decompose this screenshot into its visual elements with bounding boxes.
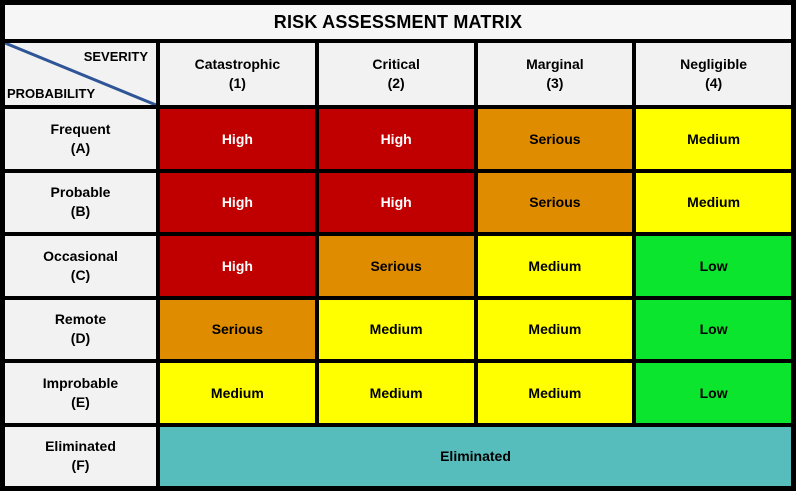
row-label-frequent: Frequent (A) xyxy=(5,109,156,169)
risk-cell-b2: Serious xyxy=(477,172,633,232)
risk-cell-b0: High xyxy=(160,172,315,232)
risk-level-label: High xyxy=(380,130,412,147)
column-header-critical: Critical (2) xyxy=(318,43,474,105)
diagonal-line xyxy=(5,43,156,105)
probability-axis-label: PROBABILITY xyxy=(7,86,96,101)
risk-cell-d3: Low xyxy=(636,299,791,359)
severity-axis-label: SEVERITY xyxy=(83,49,148,64)
risk-cell-c2: Medium xyxy=(477,236,633,296)
risk-level-label: Serious xyxy=(211,321,264,338)
row-label-code: (D) xyxy=(70,330,91,347)
column-header-code: (4) xyxy=(705,75,723,91)
risk-level-label: Medium xyxy=(369,321,423,338)
column-header-name: Negligible xyxy=(680,56,748,73)
row-label-code: (B) xyxy=(70,203,91,220)
column-header-name: Catastrophic xyxy=(194,56,281,73)
risk-cell-d0: Serious xyxy=(160,299,315,359)
risk-level-label: Low xyxy=(699,384,728,401)
corner-cell: SEVERITY PROBABILITY xyxy=(5,43,156,105)
risk-level-label: High xyxy=(221,194,253,211)
risk-cell-a1: High xyxy=(318,109,474,169)
risk-level-label: High xyxy=(380,194,412,211)
row-label-name: Remote xyxy=(54,311,107,328)
risk-cell-b3: Medium xyxy=(636,172,791,232)
risk-level-label: Medium xyxy=(528,384,582,401)
risk-cell-a3: Medium xyxy=(636,109,791,169)
risk-level-label: Medium xyxy=(528,257,582,274)
risk-cell-c0: High xyxy=(160,236,315,296)
risk-cell-e0: Medium xyxy=(160,363,315,423)
risk-cell-e2: Medium xyxy=(477,363,633,423)
risk-cell-a0: High xyxy=(160,109,315,169)
row-label-name: Eliminated xyxy=(45,438,116,455)
column-header-marginal: Marginal (3) xyxy=(477,43,633,105)
risk-cell-d2: Medium xyxy=(477,299,633,359)
eliminated-label: Eliminated xyxy=(440,448,511,465)
risk-level-label: Medium xyxy=(369,384,423,401)
risk-level-label: High xyxy=(221,257,253,274)
row-label-code: (F) xyxy=(71,457,90,474)
risk-level-label: Serious xyxy=(529,194,581,211)
column-header-catastrophic: Catastrophic (1) xyxy=(160,43,315,105)
row-label-occasional: Occasional (C) xyxy=(5,236,156,296)
row-label-code: (E) xyxy=(71,393,90,410)
risk-level-label: Low xyxy=(699,321,728,338)
risk-level-label: High xyxy=(221,130,253,147)
matrix-title: RISK ASSESSMENT MATRIX xyxy=(5,5,791,39)
column-header-code: (3) xyxy=(546,75,564,91)
risk-level-label: Medium xyxy=(687,194,741,211)
eliminated-span-cell: Eliminated xyxy=(160,426,791,486)
risk-cell-b1: High xyxy=(318,172,474,232)
risk-level-label: Medium xyxy=(687,130,741,147)
column-header-negligible: Negligible (4) xyxy=(636,43,791,105)
row-label-name: Improbable xyxy=(42,374,119,391)
row-label-probable: Probable (B) xyxy=(5,172,156,232)
column-header-code: (2) xyxy=(387,75,405,91)
risk-cell-a2: Serious xyxy=(477,109,633,169)
row-label-code: (C) xyxy=(70,266,91,283)
row-label-eliminated: Eliminated (F) xyxy=(5,426,156,486)
row-label-name: Probable xyxy=(50,184,111,201)
column-header-code: (1) xyxy=(228,75,246,91)
risk-level-label: Low xyxy=(699,257,728,274)
row-label-name: Frequent xyxy=(50,120,111,137)
row-label-improbable: Improbable (E) xyxy=(5,363,156,423)
risk-cell-e3: Low xyxy=(636,363,791,423)
risk-cell-c3: Low xyxy=(636,236,791,296)
risk-level-label: Serious xyxy=(370,257,422,274)
row-label-code: (A) xyxy=(70,139,91,156)
risk-cell-c1: Serious xyxy=(318,236,474,296)
column-header-name: Marginal xyxy=(526,56,584,73)
row-label-remote: Remote (D) xyxy=(5,299,156,359)
column-header-name: Critical xyxy=(372,56,420,73)
row-label-name: Occasional xyxy=(43,247,118,264)
risk-cell-e1: Medium xyxy=(318,363,474,423)
risk-level-label: Medium xyxy=(528,321,582,338)
risk-level-label: Medium xyxy=(210,384,264,401)
risk-level-label: Serious xyxy=(529,130,581,147)
risk-cell-d1: Medium xyxy=(318,299,474,359)
